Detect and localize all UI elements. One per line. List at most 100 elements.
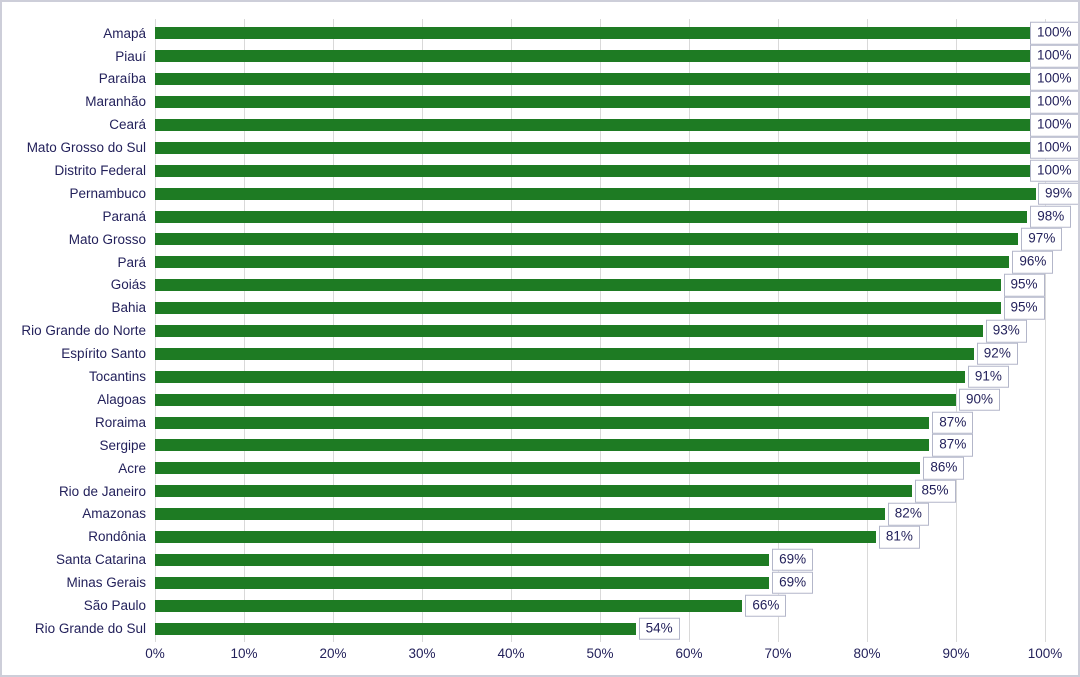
data-label: 96% bbox=[1012, 251, 1054, 274]
bar bbox=[155, 393, 956, 406]
data-label: 66% bbox=[745, 594, 787, 617]
bar-track: 54% bbox=[155, 617, 1045, 640]
category-label: Pará bbox=[117, 254, 146, 270]
x-axis-tick-label: 10% bbox=[230, 646, 258, 661]
bar bbox=[155, 279, 1001, 292]
bar-row: Maranhão 100% bbox=[2, 90, 1078, 114]
bar-track: 85% bbox=[155, 479, 1045, 503]
category-label: Paraíba bbox=[98, 71, 146, 87]
category-label: Ceará bbox=[109, 117, 146, 133]
category-label: Roraima bbox=[94, 414, 146, 430]
category-label: Bahia bbox=[111, 300, 146, 316]
bar bbox=[155, 485, 912, 498]
bar-row: Distrito Federal 100% bbox=[2, 159, 1078, 183]
category-label: Mato Grosso do Sul bbox=[26, 140, 146, 156]
data-label: 82% bbox=[887, 502, 929, 526]
category-label: Tocantins bbox=[88, 369, 146, 385]
bar-row: Minas Gerais 69% bbox=[2, 571, 1078, 595]
data-label: 54% bbox=[638, 617, 680, 640]
data-label: 100% bbox=[1030, 67, 1078, 91]
bar-row: Rio Grande do Norte 93% bbox=[2, 319, 1078, 343]
bar bbox=[155, 508, 885, 521]
category-label: Alagoas bbox=[97, 391, 146, 407]
bar-row: Paraíba 100% bbox=[2, 67, 1078, 91]
category-label: Maranhão bbox=[85, 94, 146, 110]
bar-track: 82% bbox=[155, 502, 1045, 526]
bar-track: 100% bbox=[155, 90, 1078, 114]
x-axis-tick-label: 30% bbox=[408, 646, 436, 661]
data-label: 92% bbox=[976, 342, 1018, 366]
x-axis-tick-label: 0% bbox=[145, 646, 165, 661]
bar bbox=[155, 416, 930, 429]
bar bbox=[155, 50, 1045, 63]
bar bbox=[155, 302, 1001, 315]
bar-row: Santa Catarina 69% bbox=[2, 548, 1078, 572]
bar bbox=[155, 187, 1037, 200]
category-label: Rio Grande do Sul bbox=[34, 620, 146, 636]
bar-row: Acre 86% bbox=[2, 457, 1078, 480]
category-label: Mato Grosso bbox=[68, 231, 146, 247]
category-label: Sergipe bbox=[99, 437, 146, 453]
bar-track: 93% bbox=[155, 319, 1045, 343]
bar bbox=[155, 96, 1045, 109]
bar-row: Sergipe 87% bbox=[2, 434, 1078, 457]
data-label: 87% bbox=[932, 434, 974, 457]
category-label: Minas Gerais bbox=[66, 575, 146, 591]
category-label: Amapá bbox=[103, 25, 146, 41]
data-label: 95% bbox=[1003, 296, 1045, 320]
x-axis-tick-label: 70% bbox=[764, 646, 792, 661]
category-label: Paraná bbox=[102, 208, 146, 224]
data-label: 100% bbox=[1030, 159, 1078, 183]
data-label: 81% bbox=[878, 525, 920, 549]
bar-row: Rio de Janeiro 85% bbox=[2, 479, 1078, 503]
bar bbox=[155, 439, 930, 452]
bar-row: Bahia 95% bbox=[2, 296, 1078, 320]
x-axis-tick-label: 100% bbox=[1027, 646, 1063, 661]
x-axis-tick-label: 50% bbox=[586, 646, 614, 661]
bar-row: Espírito Santo 92% bbox=[2, 342, 1078, 366]
bar bbox=[155, 141, 1045, 154]
bar-row: Ceará 100% bbox=[2, 113, 1078, 137]
bar-row: Amapá 100% bbox=[2, 22, 1078, 45]
data-label: 69% bbox=[772, 571, 814, 595]
bar-track: 98% bbox=[155, 205, 1072, 228]
bar bbox=[155, 553, 770, 566]
data-label: 100% bbox=[1030, 113, 1078, 137]
data-label: 100% bbox=[1030, 45, 1078, 68]
category-label: Distrito Federal bbox=[54, 163, 146, 179]
data-label: 95% bbox=[1003, 273, 1045, 297]
bar-track: 90% bbox=[155, 388, 1045, 411]
category-label: Rio de Janeiro bbox=[58, 483, 146, 499]
category-label: Espírito Santo bbox=[61, 346, 146, 362]
category-label: Piauí bbox=[115, 48, 146, 64]
bar-track: 100% bbox=[155, 22, 1078, 45]
bar bbox=[155, 73, 1045, 86]
bar bbox=[155, 622, 636, 635]
bar-row: Pernambuco 99% bbox=[2, 182, 1078, 205]
x-axis-tick-label: 20% bbox=[319, 646, 347, 661]
bar-track: 87% bbox=[155, 411, 1045, 434]
bar-row: Piauí 100% bbox=[2, 45, 1078, 68]
bar-row: Mato Grosso 97% bbox=[2, 228, 1078, 251]
data-label: 100% bbox=[1030, 22, 1078, 45]
bar-track: 81% bbox=[155, 525, 1045, 549]
bar-track: 100% bbox=[155, 67, 1078, 91]
bar-track: 86% bbox=[155, 457, 1045, 480]
bar bbox=[155, 462, 921, 475]
bar bbox=[155, 325, 983, 338]
category-label: Rondônia bbox=[88, 529, 146, 545]
x-axis-tick-label: 90% bbox=[942, 646, 970, 661]
bar-row: Paraná 98% bbox=[2, 205, 1078, 228]
bar bbox=[155, 119, 1045, 131]
x-axis-tick-label: 60% bbox=[675, 646, 703, 661]
bar-track: 100% bbox=[155, 45, 1078, 68]
bar bbox=[155, 256, 1010, 269]
bar bbox=[155, 531, 876, 544]
bar bbox=[155, 210, 1028, 223]
bar bbox=[155, 576, 770, 589]
data-label: 85% bbox=[914, 479, 956, 503]
data-label: 100% bbox=[1030, 90, 1078, 114]
bar-track: 100% bbox=[155, 159, 1078, 183]
category-label: Acre bbox=[118, 460, 146, 476]
bar-track: 95% bbox=[155, 296, 1045, 320]
